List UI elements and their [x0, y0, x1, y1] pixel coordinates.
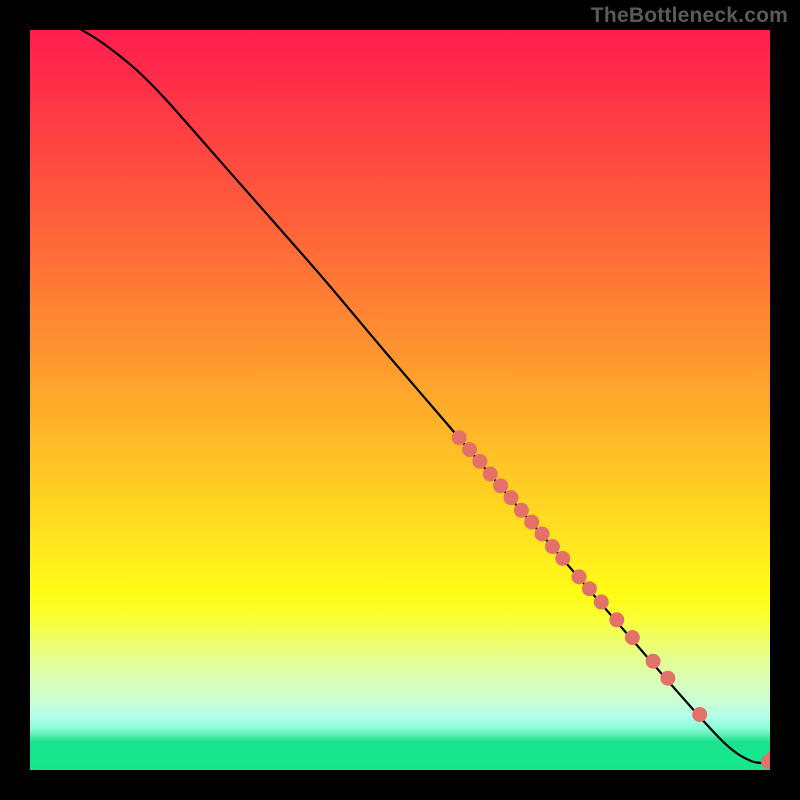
bottleneck-chart — [0, 0, 800, 800]
data-marker — [483, 467, 498, 482]
data-marker — [472, 454, 487, 469]
data-marker — [493, 478, 508, 493]
data-marker — [462, 442, 477, 457]
data-marker — [514, 503, 529, 518]
data-marker — [692, 707, 707, 722]
data-marker — [660, 671, 675, 686]
data-marker — [609, 612, 624, 627]
data-marker — [555, 551, 570, 566]
data-marker — [535, 526, 550, 541]
data-marker — [646, 654, 661, 669]
data-marker — [582, 581, 597, 596]
data-marker — [572, 569, 587, 584]
data-marker — [545, 539, 560, 554]
data-marker — [594, 595, 609, 610]
data-marker — [504, 490, 519, 505]
data-marker — [625, 630, 640, 645]
watermark-text: TheBottleneck.com — [591, 4, 788, 28]
data-marker — [452, 430, 467, 445]
data-marker — [524, 515, 539, 530]
